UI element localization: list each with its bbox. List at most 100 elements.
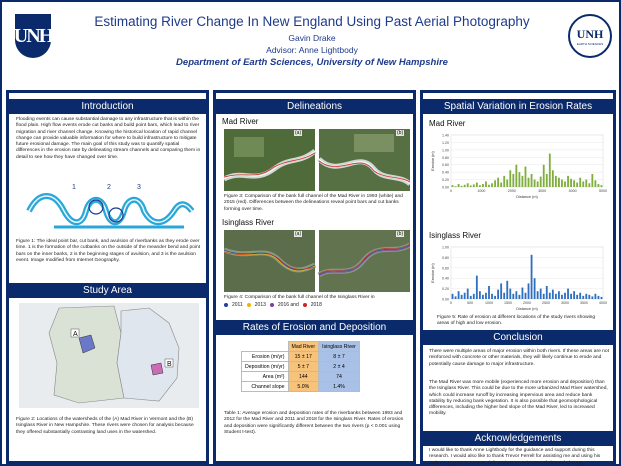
department-name: Department of Earth Sciences, University… bbox=[176, 57, 448, 68]
isinglass-aerial-a-2018-line bbox=[224, 251, 316, 270]
mad-chart-bar bbox=[506, 179, 509, 187]
isinglass-chart-ytick-label: 0.40 bbox=[442, 277, 449, 281]
isinglass-chart-bar bbox=[530, 254, 533, 299]
mad-chart-bar bbox=[533, 179, 536, 187]
legend-dot-2018 bbox=[302, 303, 307, 307]
mad-panel-a-label: (a) bbox=[294, 130, 303, 136]
mad-chart-xtick-label: 4000 bbox=[569, 189, 577, 193]
isinglass-chart-bar bbox=[451, 293, 454, 299]
mad-chart-bar bbox=[512, 174, 515, 187]
isinglass-chart-bar bbox=[582, 295, 585, 299]
rates-col-mad: Mad River bbox=[287, 341, 320, 352]
mad-chart-bar bbox=[466, 183, 469, 187]
isinglass-chart-bar bbox=[466, 288, 469, 299]
mad-chart-bar bbox=[515, 164, 518, 187]
mad-chart-bar bbox=[521, 175, 524, 187]
map-label-a-box bbox=[70, 328, 80, 338]
mad-chart-bar bbox=[503, 175, 506, 187]
isinglass-chart-bar bbox=[460, 294, 463, 299]
mad-chart-ytick-label: 0.80 bbox=[442, 156, 449, 160]
rates-row-label: Channel slope bbox=[241, 381, 289, 392]
rates-isinglass-value: 1.4% bbox=[318, 381, 360, 392]
isinglass-chart-bar bbox=[576, 294, 579, 299]
mad-chart-bar bbox=[600, 185, 603, 187]
isinglass-aerial-b-2018-line bbox=[318, 243, 410, 275]
isinglass-chart-bar bbox=[506, 280, 509, 299]
mad-aerial-b-field bbox=[354, 134, 394, 152]
mad-chart-xtick-label: 3000 bbox=[538, 189, 546, 193]
mad-aerial-a-field bbox=[234, 137, 264, 157]
mad-chart-bar bbox=[475, 182, 478, 187]
seal-ring-text: EARTH SCIENCES bbox=[576, 41, 604, 46]
mad-chart-bar bbox=[518, 172, 521, 187]
mad-chart-xtick-label: 1000 bbox=[477, 189, 485, 193]
isinglass-chart-bar bbox=[500, 283, 503, 299]
mad-chart-bar bbox=[561, 179, 563, 187]
conclusion-paragraph-2: The Mad River was more mobile (experienc… bbox=[429, 380, 608, 417]
rates-header-blank bbox=[241, 341, 288, 352]
mad-chart-bar bbox=[472, 184, 475, 187]
mad-chart-bar bbox=[488, 184, 490, 187]
advisor-name: Advisor: Anne Lightbody bbox=[266, 45, 358, 55]
isinglass-panel-a-label: (a) bbox=[294, 231, 303, 237]
isinglass-chart-bar bbox=[588, 294, 591, 299]
table-row: Area (m²) 144 74 bbox=[241, 371, 360, 382]
mad-river-aerial-images bbox=[224, 129, 410, 191]
isinglass-chart-xtick-label: 1500 bbox=[504, 301, 512, 305]
mad-chart-bar bbox=[500, 182, 503, 187]
table-1-caption: Table 1: Average erosion and deposition … bbox=[224, 411, 404, 435]
isinglass-chart-bar bbox=[561, 294, 563, 299]
isinglass-aerial-a bbox=[224, 230, 315, 292]
column-left: Introduction Flooding events can cause s… bbox=[6, 90, 209, 464]
mad-chart-bar bbox=[554, 175, 557, 187]
isinglass-chart-bar bbox=[494, 295, 496, 299]
diagram-number-2: 2 bbox=[107, 184, 111, 191]
isinglass-chart-bar bbox=[512, 293, 515, 299]
isinglass-chart-ytick-label: 0.20 bbox=[442, 287, 449, 291]
mad-chart-bar bbox=[564, 181, 566, 187]
isinglass-chart-bar bbox=[475, 275, 478, 299]
isinglass-chart-bar bbox=[518, 294, 521, 299]
legend-dot-2013 bbox=[246, 303, 251, 307]
isinglass-aerial-b-2016-line bbox=[318, 245, 410, 277]
mad-chart-bar bbox=[469, 185, 472, 187]
isinglass-chart-ytick-label: 0.80 bbox=[442, 256, 449, 260]
table-row: Erosion (m/yr) 15 ± 17 8 ± 7 bbox=[241, 351, 360, 362]
table-row: Channel slope 5.0% 1.4% bbox=[241, 381, 360, 392]
isinglass-chart-bar bbox=[463, 292, 466, 299]
conclusion-paragraph-1: There were multiple areas of major erosi… bbox=[429, 349, 609, 367]
mad-chart-bar bbox=[582, 181, 585, 187]
isinglass-river-aerial-images bbox=[224, 230, 410, 292]
rates-isinglass-value: 2 ± 4 bbox=[318, 361, 360, 372]
isinglass-chart-bar bbox=[533, 278, 536, 299]
mad-chart-bar bbox=[567, 175, 569, 187]
rates-mad-value: 144 bbox=[287, 371, 320, 382]
spatial-mad-title: Mad River bbox=[429, 119, 466, 128]
isinglass-aerial-b-2011-line bbox=[318, 244, 410, 276]
mad-chart-ylabel: Erosion (m) bbox=[431, 150, 435, 170]
introduction-body: Flooding events can cause substantial da… bbox=[16, 117, 201, 160]
mad-chart-bar bbox=[576, 182, 579, 187]
column-right: Spatial Variation in Erosion Rates Mad R… bbox=[420, 90, 616, 466]
rates-col-isinglass: Isinglass River bbox=[318, 341, 360, 352]
mad-chart-bar bbox=[542, 164, 545, 187]
mad-chart-bar bbox=[558, 177, 560, 187]
mad-chart-ytick-label: 1.20 bbox=[442, 141, 449, 145]
poster-header: UNH Estimating River Change In New Engla… bbox=[2, 2, 619, 90]
isinglass-chart-bar bbox=[570, 293, 572, 299]
legend-2016: 2016 and bbox=[277, 302, 299, 308]
legend-dot-2011 bbox=[224, 303, 228, 307]
earth-sciences-seal-logo: UNH EARTH SCIENCES bbox=[568, 14, 612, 58]
mad-chart-bar bbox=[478, 185, 481, 187]
isinglass-chart-bar bbox=[503, 292, 506, 299]
isinglass-chart-bar bbox=[548, 292, 551, 299]
mad-chart-bar bbox=[585, 179, 588, 187]
isinglass-chart-xtick-label: 0 bbox=[450, 301, 452, 305]
isinglass-chart-bar bbox=[454, 296, 457, 299]
isinglass-chart-bar bbox=[600, 296, 603, 299]
column-right-panel: Spatial Variation in Erosion Rates Mad R… bbox=[423, 93, 613, 466]
isinglass-chart-xtick-label: 3000 bbox=[561, 301, 569, 305]
new-hampshire-shape bbox=[116, 307, 180, 402]
isinglass-panel-b-label: (b) bbox=[396, 231, 405, 237]
mad-chart-bar bbox=[451, 185, 454, 187]
